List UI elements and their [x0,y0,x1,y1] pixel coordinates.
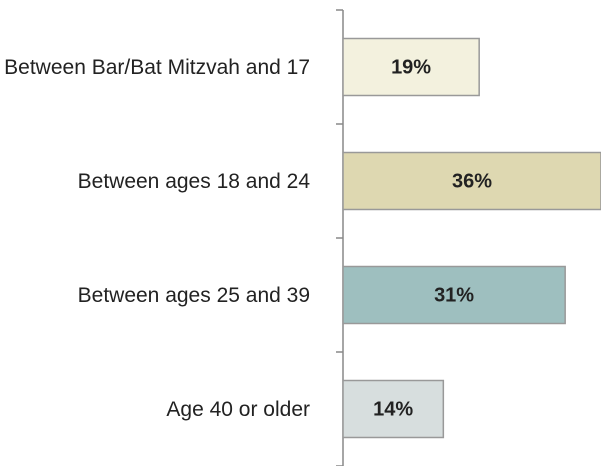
bar [342,379,445,439]
bar [342,151,601,211]
value-label: 31% [434,284,474,306]
value-label: 36% [452,170,492,192]
category-label: Age 40 or older [166,397,310,421]
bar [342,265,566,325]
category-label: Between Bar/Bat Mitzvah and 17 [4,55,310,79]
bar [342,37,480,97]
category-label: Between ages 25 and 39 [77,283,310,307]
category-label: Between ages 18 and 24 [77,169,310,193]
value-label: 19% [391,56,431,78]
value-label: 14% [373,398,413,420]
